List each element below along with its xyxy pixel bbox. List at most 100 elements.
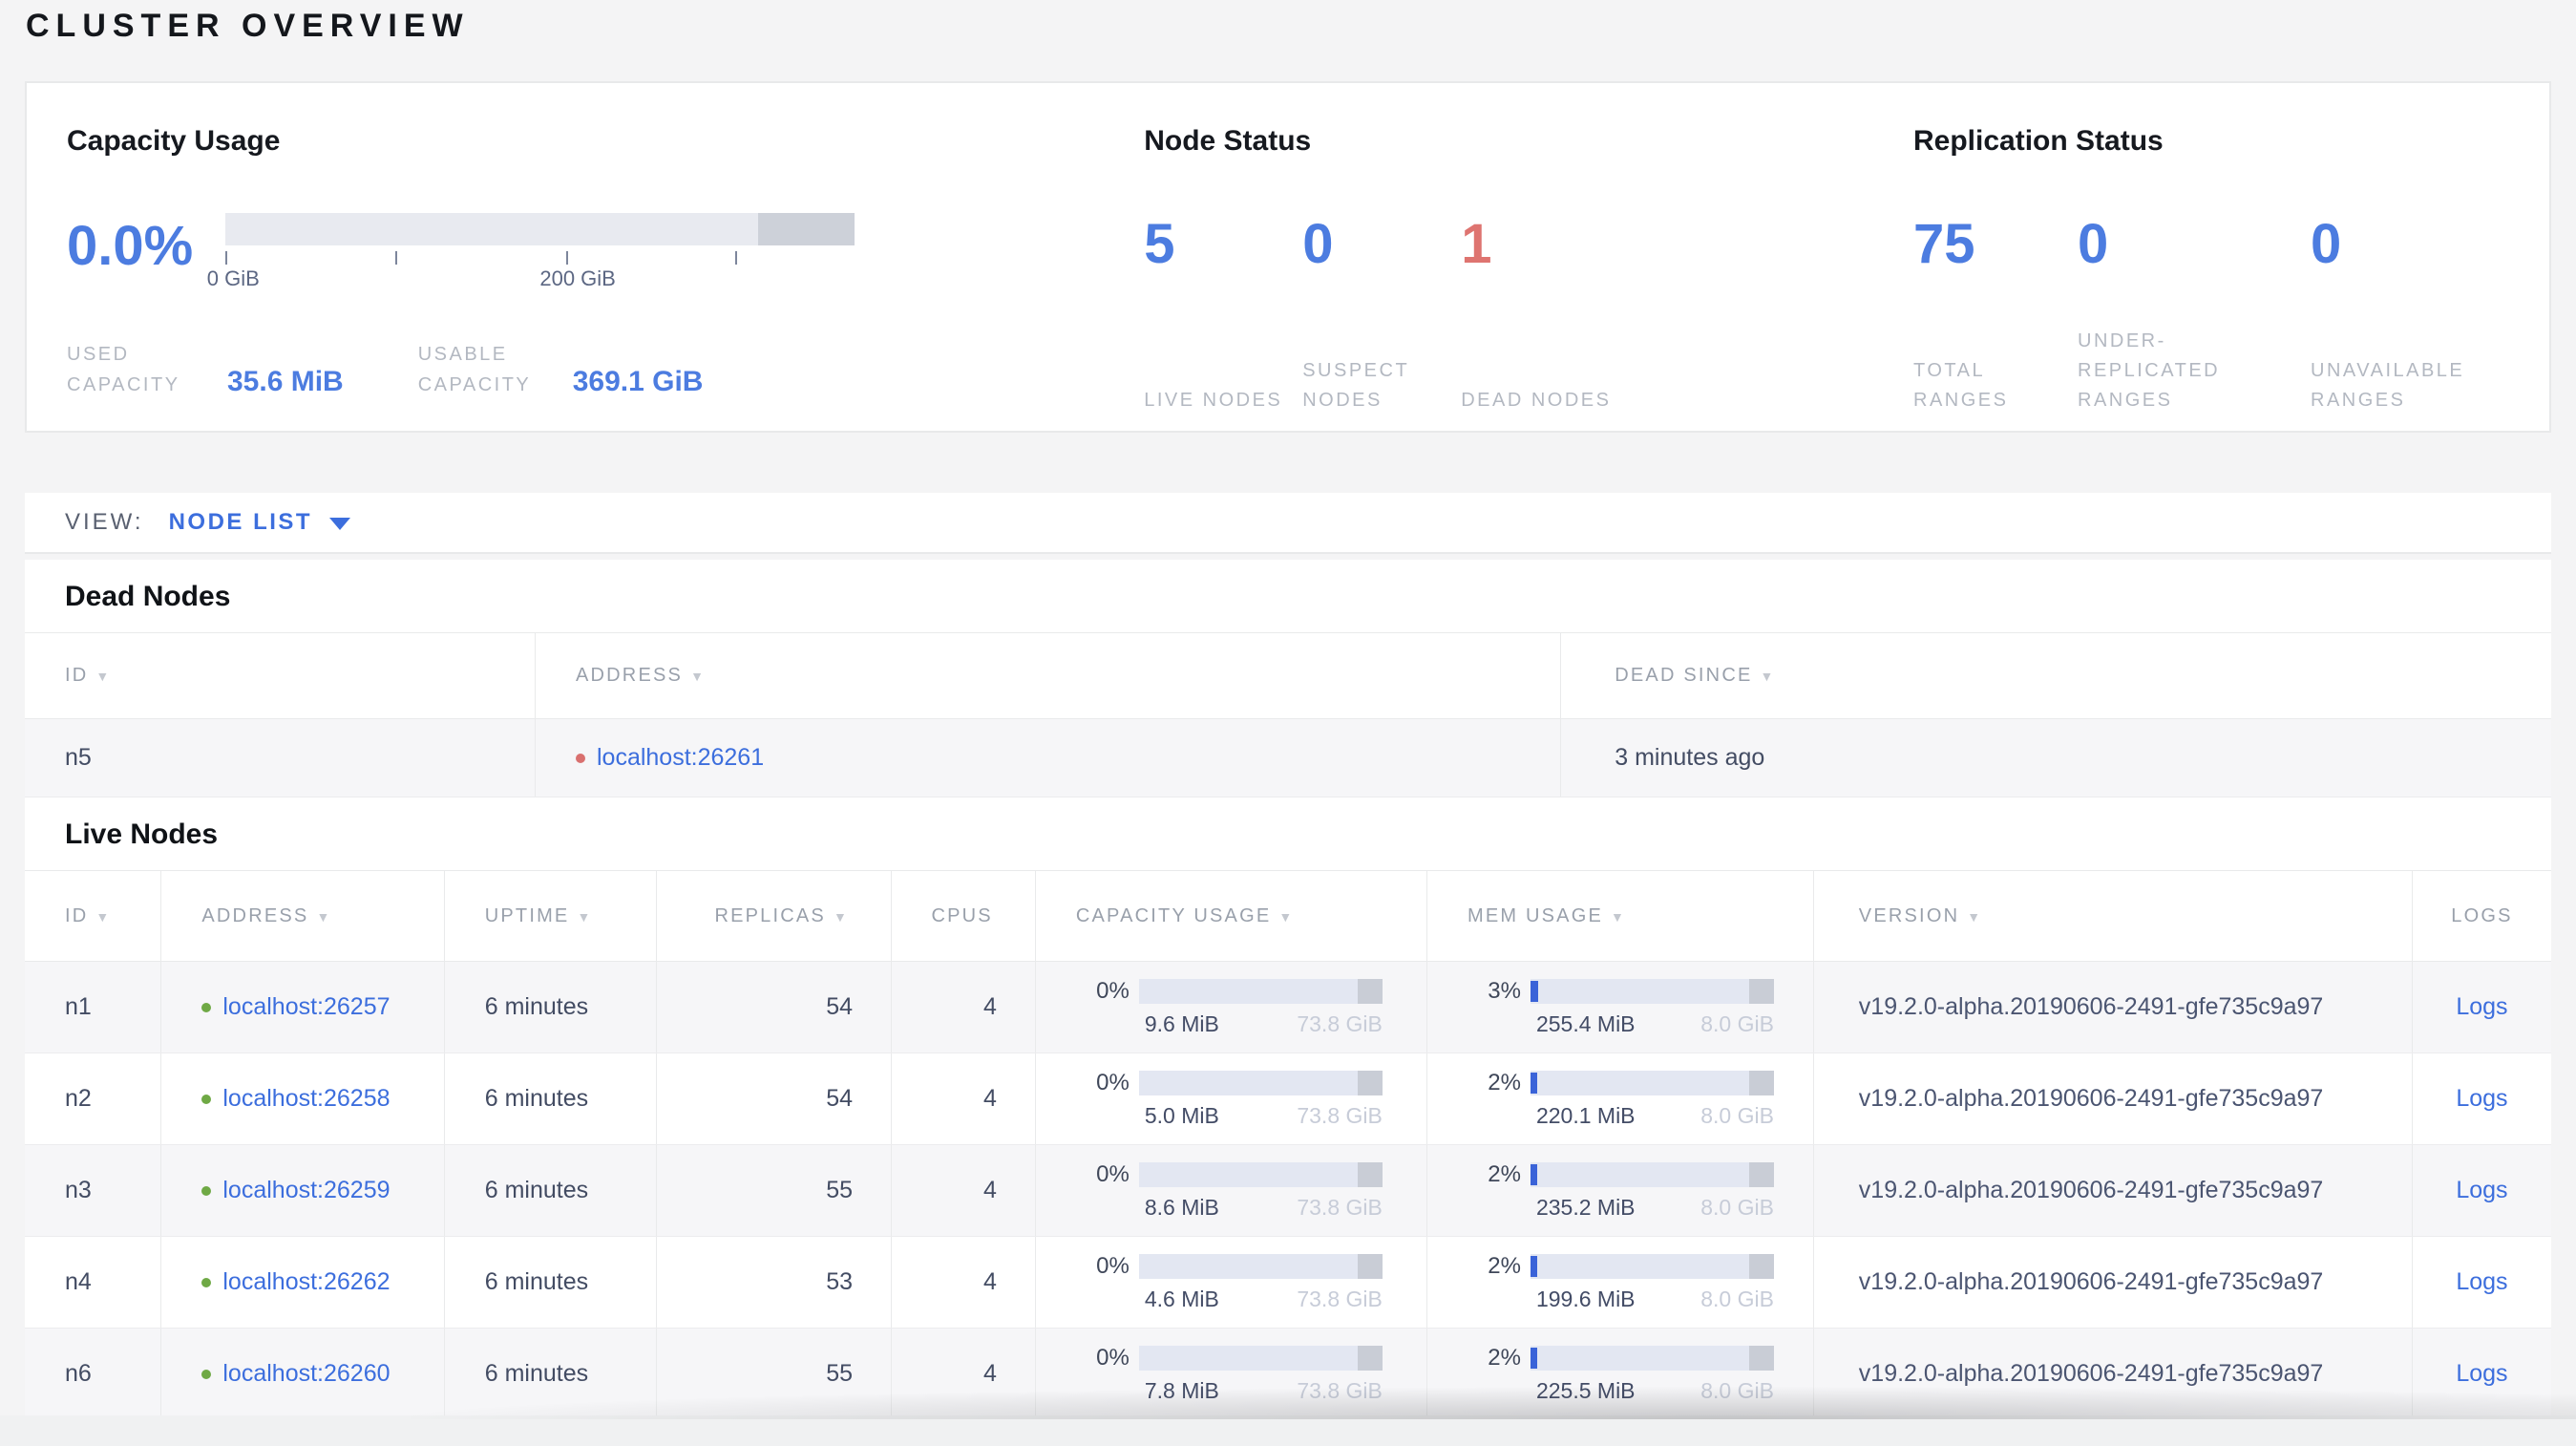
live-node-row: n1 localhost:26257 6 minutes 54 4 0% bbox=[25, 961, 2551, 1053]
total-ranges-stat: 75 TOTAL RANGES bbox=[1913, 217, 2078, 415]
live-node-row: n3 localhost:26259 6 minutes 55 4 0% bbox=[25, 1144, 2551, 1237]
live-col-mem-usage-label: MEM USAGE bbox=[1467, 904, 1604, 926]
suspect-nodes-label: SUSPECT NODES bbox=[1302, 360, 1409, 411]
node-version: v19.2.0-alpha.20190606-2491-gfe735c9a97 bbox=[1812, 1144, 2413, 1237]
dead-col-id[interactable]: ID ▼ bbox=[25, 632, 536, 719]
live-col-replicas-label: REPLICAS bbox=[714, 904, 826, 926]
mem-used: 225.5 MiB bbox=[1531, 1378, 1636, 1404]
dead-nodes-stat: 1 DEAD NODES bbox=[1461, 217, 1619, 415]
live-col-address[interactable]: ADDRESS ▼ bbox=[160, 870, 445, 962]
live-col-mem-usage[interactable]: MEM USAGE ▼ bbox=[1425, 870, 1814, 962]
live-col-version[interactable]: VERSION ▼ bbox=[1812, 870, 2413, 962]
live-nodes-heading: Live Nodes bbox=[65, 819, 219, 850]
capacity-used: 7.8 MiB bbox=[1139, 1378, 1219, 1404]
mem-percent: 2% bbox=[1488, 1344, 1521, 1371]
node-mem-cell: 2% 199.6 MiB 8.0 GiB bbox=[1425, 1236, 1814, 1329]
node-logs-cell: Logs bbox=[2411, 1144, 2551, 1237]
sort-arrow-icon: ▼ bbox=[690, 669, 707, 684]
node-address-cell: localhost:26257 bbox=[160, 961, 445, 1053]
live-dot-icon bbox=[201, 1094, 212, 1104]
axis-label-200gib: 200 GiB bbox=[539, 266, 616, 290]
node-status-title: Node Status bbox=[1144, 125, 1312, 157]
mem-percent: 2% bbox=[1488, 1069, 1521, 1095]
dead-node-address-cell: localhost:26261 bbox=[534, 718, 1561, 797]
mem-used: 220.1 MiB bbox=[1535, 1102, 1636, 1128]
mem-percent: 2% bbox=[1488, 1160, 1521, 1187]
logs-link[interactable]: Logs bbox=[2456, 993, 2508, 1020]
view-dropdown-selected[interactable]: NODE LIST bbox=[168, 509, 313, 535]
node-mem-cell: 2% 220.1 MiB 8.0 GiB bbox=[1425, 1053, 1814, 1145]
view-dropdown[interactable]: NODE LIST bbox=[169, 509, 351, 536]
total-ranges-label: TOTAL RANGES bbox=[1913, 360, 2009, 411]
live-col-version-label: VERSION bbox=[1858, 904, 1960, 926]
mem-bar bbox=[1530, 978, 1774, 1004]
live-col-cpus[interactable]: CPUS bbox=[891, 870, 1036, 962]
node-capacity-cell: 0% 4.6 MiB 73.8 GiB bbox=[1034, 1236, 1427, 1329]
mem-used: 235.2 MiB bbox=[1535, 1194, 1636, 1220]
node-address-link[interactable]: localhost:26257 bbox=[222, 993, 391, 1020]
dead-col-dead-since[interactable]: DEAD SINCE ▼ bbox=[1560, 632, 2551, 719]
live-node-row: n2 localhost:26258 6 minutes 54 4 0% bbox=[25, 1053, 2551, 1145]
node-id: n3 bbox=[25, 1144, 161, 1237]
capacity-usage-title: Capacity Usage bbox=[67, 125, 281, 157]
node-version: v19.2.0-alpha.20190606-2491-gfe735c9a97 bbox=[1812, 961, 2413, 1053]
node-address-link[interactable]: localhost:26262 bbox=[222, 1268, 391, 1295]
capacity-bar-track bbox=[225, 213, 855, 245]
live-col-uptime[interactable]: UPTIME ▼ bbox=[443, 870, 657, 962]
node-id: n4 bbox=[25, 1236, 161, 1329]
node-address-cell: localhost:26258 bbox=[160, 1053, 445, 1145]
node-replicas: 55 bbox=[655, 1144, 892, 1237]
capacity-total: 73.8 GiB bbox=[1297, 1286, 1383, 1311]
live-nodes-count: 5 bbox=[1144, 213, 1175, 275]
live-col-capacity-usage[interactable]: CAPACITY USAGE ▼ bbox=[1034, 870, 1427, 962]
node-cpus: 4 bbox=[891, 1053, 1036, 1145]
dead-nodes-count: 1 bbox=[1461, 213, 1492, 275]
dead-node-row: n5 localhost:26261 3 minutes ago bbox=[25, 718, 2551, 797]
capacity-percent: 0% bbox=[1096, 1069, 1130, 1095]
live-nodes-header-row: ID ▼ ADDRESS ▼ UPTIME ▼ REPLICAS ▼ CPUS CAPA… bbox=[25, 870, 2551, 962]
node-address-cell: localhost:26260 bbox=[160, 1328, 445, 1415]
capacity-percent: 0% bbox=[1096, 1160, 1130, 1187]
dead-node-address-link[interactable]: localhost:26261 bbox=[596, 744, 765, 771]
dead-col-address[interactable]: ADDRESS ▼ bbox=[534, 632, 1561, 719]
dead-col-dead-since-label: DEAD SINCE bbox=[1615, 665, 1753, 686]
logs-link[interactable]: Logs bbox=[2456, 1085, 2508, 1112]
capacity-bar bbox=[1138, 978, 1383, 1004]
unavailable-ranges-label: UNAVAILABLE RANGES bbox=[2311, 360, 2465, 411]
used-capacity-value: 35.6 MiB bbox=[227, 366, 344, 397]
used-capacity-stat: USED CAPACITY 35.6 MiB bbox=[67, 339, 344, 400]
replication-stats: 75 TOTAL RANGES 0 UNDER-REPLICATED RANGE… bbox=[1913, 217, 2549, 415]
capacity-usage-section: Capacity Usage 0.0% 0 GiB bbox=[27, 83, 1112, 431]
logs-link[interactable]: Logs bbox=[2456, 1360, 2508, 1387]
node-address-link[interactable]: localhost:26259 bbox=[222, 1177, 391, 1203]
mem-total: 8.0 GiB bbox=[1700, 1378, 1774, 1404]
nodes-panel: Dead Nodes ID ▼ ADDRESS ▼ DEAD SINCE ▼ n5 l… bbox=[25, 560, 2551, 1415]
sort-arrow-icon: ▼ bbox=[316, 908, 332, 925]
live-col-logs-label: LOGS bbox=[2451, 904, 2513, 926]
dead-node-id: n5 bbox=[25, 718, 536, 797]
capacity-percent: 0% bbox=[1096, 1252, 1130, 1279]
node-cpus: 4 bbox=[891, 961, 1036, 1053]
mem-total: 8.0 GiB bbox=[1700, 1102, 1774, 1128]
capacity-gauge: 0.0% 0 GiB 200 GiB bbox=[67, 213, 1112, 293]
logs-link[interactable]: Logs bbox=[2456, 1268, 2508, 1295]
sort-arrow-icon: ▼ bbox=[1760, 669, 1776, 684]
node-address-link[interactable]: localhost:26258 bbox=[222, 1085, 391, 1112]
suspect-nodes-stat: 0 SUSPECT NODES bbox=[1302, 217, 1461, 415]
node-id: n1 bbox=[25, 961, 161, 1053]
live-col-id[interactable]: ID ▼ bbox=[25, 870, 161, 962]
capacity-percent: 0% bbox=[1096, 977, 1130, 1004]
mem-percent: 3% bbox=[1488, 977, 1521, 1004]
node-status-section: Node Status 5 LIVE NODES 0 SUSPECT NODES… bbox=[1112, 83, 1903, 431]
capacity-used: 9.6 MiB bbox=[1144, 1010, 1219, 1036]
dead-dot-icon bbox=[575, 753, 585, 763]
capacity-bar bbox=[1138, 1345, 1383, 1371]
axis-tick bbox=[734, 251, 737, 265]
node-address-link[interactable]: localhost:26260 bbox=[222, 1360, 391, 1387]
node-mem-cell: 2% 235.2 MiB 8.0 GiB bbox=[1425, 1144, 1814, 1237]
view-bar: VIEW: NODE LIST bbox=[25, 493, 2551, 554]
live-col-replicas[interactable]: REPLICAS ▼ bbox=[655, 870, 892, 962]
bottom-strip bbox=[0, 1415, 2576, 1446]
logs-link[interactable]: Logs bbox=[2456, 1177, 2508, 1203]
node-capacity-cell: 0% 7.8 MiB 73.8 GiB bbox=[1034, 1328, 1427, 1415]
